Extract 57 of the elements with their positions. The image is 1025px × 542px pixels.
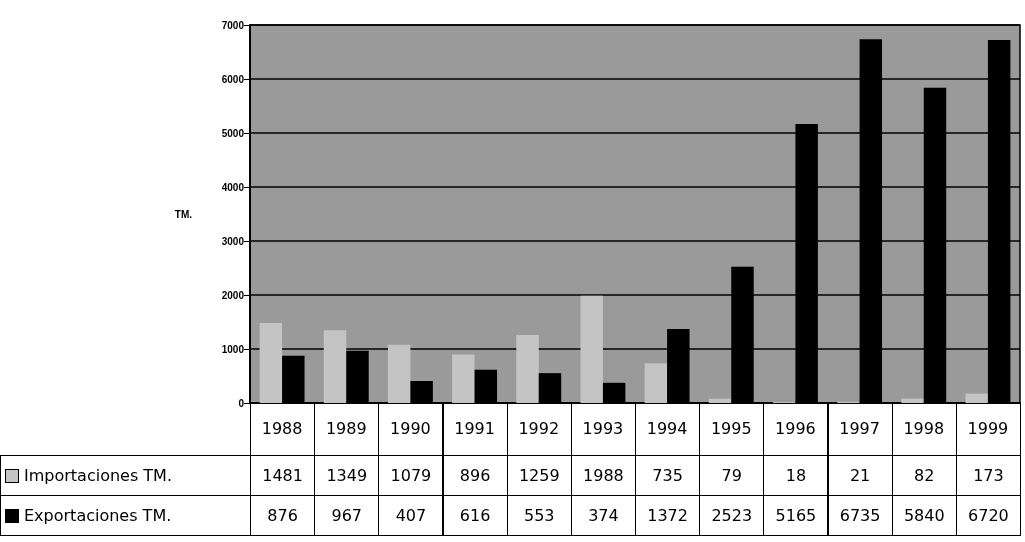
x-tick-label: 1997 — [839, 418, 880, 438]
data-label: 616 — [442, 495, 508, 536]
x-tick-label: 1996 — [775, 418, 816, 438]
x-tick-label: 1993 — [582, 418, 624, 438]
x-tick-label: 1994 — [646, 418, 688, 438]
bar — [452, 354, 475, 403]
bar — [516, 335, 539, 403]
data-label: 82 — [891, 455, 957, 496]
bar — [323, 330, 347, 403]
data-label: 5165 — [763, 495, 829, 536]
y-tick-label: 6000 — [221, 73, 245, 85]
data-label: 735 — [635, 455, 701, 496]
data-label: 407 — [378, 495, 444, 536]
data-label: 6735 — [827, 495, 893, 536]
data-label: 21 — [827, 455, 893, 496]
x-tick-label: 1999 — [967, 418, 1009, 438]
data-label: 374 — [570, 495, 636, 536]
legend-label: Importaciones TM. — [24, 466, 173, 485]
legend-label: Exportaciones TM. — [24, 506, 172, 525]
data-label: 2523 — [699, 495, 765, 536]
y-tick-label: 1000 — [221, 343, 245, 355]
x-tick-label: 1990 — [390, 418, 431, 438]
x-tick-label: 1989 — [325, 418, 367, 438]
y-tick-label: 3000 — [221, 235, 245, 247]
data-label: 553 — [506, 495, 572, 536]
x-tick-label: 1992 — [518, 418, 560, 438]
y-tick-label: 0 — [238, 397, 245, 409]
bar — [580, 295, 603, 403]
x-tick-label: 1991 — [454, 418, 495, 438]
data-label: 173 — [955, 455, 1021, 496]
y-tick-label: 4000 — [221, 181, 245, 193]
data-label: 896 — [442, 455, 508, 496]
data-label: 1988 — [570, 455, 636, 496]
y-tick-label: 2000 — [221, 289, 245, 301]
data-label: 1349 — [314, 455, 380, 496]
bar — [259, 323, 283, 403]
bar — [387, 344, 411, 403]
x-tick-label: 1998 — [903, 418, 945, 438]
bar — [708, 398, 732, 403]
y-axis-title: TM. — [174, 208, 193, 220]
data-label: 5840 — [891, 495, 957, 536]
data-label: 18 — [763, 455, 829, 496]
data-label: 1259 — [506, 455, 572, 496]
y-tick-label: 5000 — [221, 127, 245, 139]
data-label: 6720 — [955, 495, 1021, 536]
x-tick-label: 1988 — [261, 418, 303, 438]
x-tick-label: 1995 — [710, 418, 752, 438]
bar — [901, 398, 924, 403]
data-label: 1079 — [378, 455, 444, 496]
data-label: 79 — [699, 455, 765, 496]
bar — [965, 393, 988, 403]
data-label: 876 — [250, 495, 316, 536]
data-label: 1372 — [635, 495, 701, 536]
y-tick-label: 7000 — [221, 19, 245, 31]
bar — [644, 363, 668, 403]
data-label: 1481 — [250, 455, 316, 496]
data-label: 967 — [314, 495, 380, 536]
